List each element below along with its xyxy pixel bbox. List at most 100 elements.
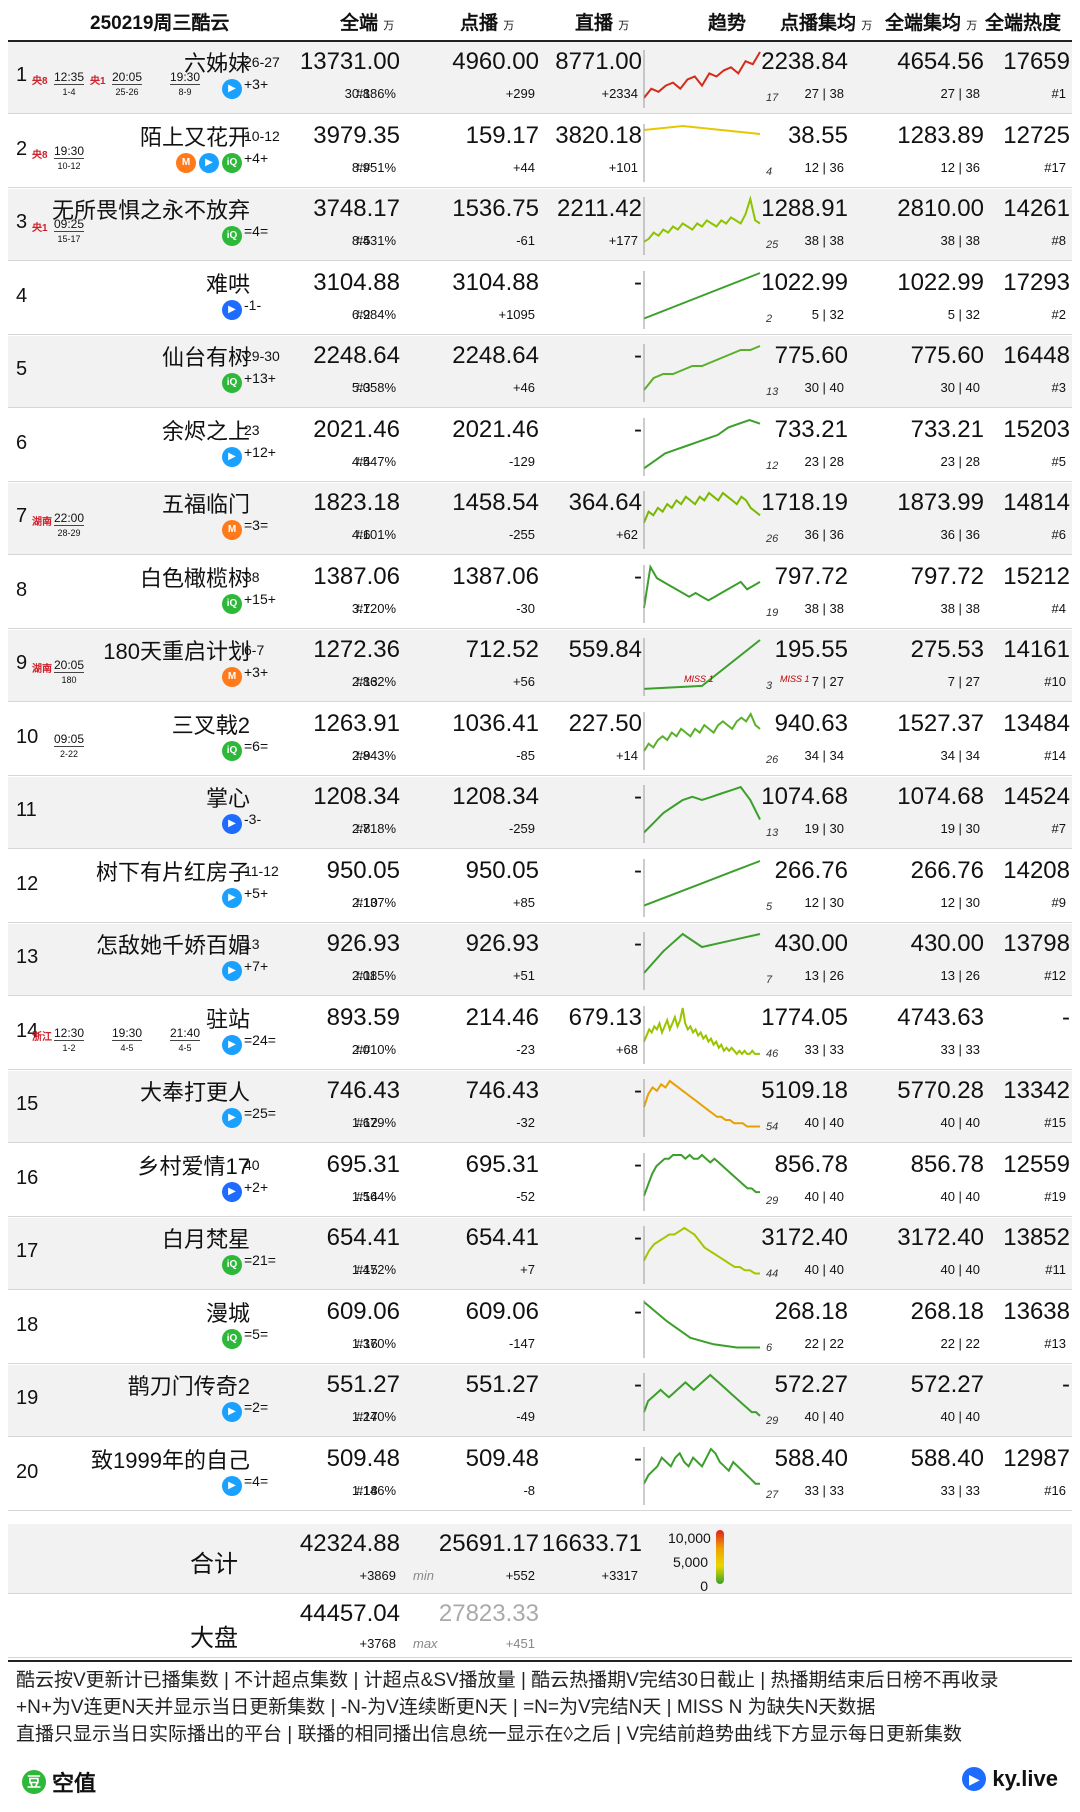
broadcast-episodes: 10-12 (54, 157, 85, 173)
color-scale-labels: 10,000 5,000 0 (668, 1526, 711, 1598)
legend-line-2: +N+为V连更N天并显示当日更新集数 | -N-为V连续断更N天 | =N=为V… (16, 1697, 876, 1718)
trend-line (643, 563, 761, 608)
trend-sparkline (642, 1443, 766, 1507)
live-views: - (634, 268, 642, 296)
market-label: 大盘 (190, 1625, 238, 1652)
rank: 2 (16, 137, 28, 160)
live-views: 3820.18 (555, 121, 642, 149)
trend-sparkline (642, 487, 766, 551)
table-row: 6 余烬之上 23 +12+ ▶ 2021.46 4.547% 2021.46 #4 -129 - 1… (8, 410, 1072, 482)
legend-line-3: 直播只显示当日实际播出的平台 | 联播的相同播出信息统一显示在◊之后 | V完结… (16, 1724, 963, 1745)
channel-logo: 央1 (90, 76, 106, 87)
platform-icons: ▶ (222, 960, 242, 982)
trend-days: 54 (766, 1121, 779, 1133)
table-row: 9 180天重启计划 6-7 +3+ M 20:05 180 湖南 1272.36 2.862% 7… (8, 630, 1072, 702)
iq-platform-icon: iQ (222, 740, 242, 761)
market-vod-max: max (413, 1636, 438, 1651)
rank: 18 (16, 1313, 39, 1336)
live-views: 227.50 (568, 709, 642, 737)
vod-avg-episodes: 33 | 33 (804, 1041, 844, 1057)
live-views: - (634, 415, 642, 443)
all-avg: 430.00 (910, 930, 984, 957)
rank: 9 (16, 652, 28, 674)
vod-avg: 797.72 (774, 562, 848, 590)
header-heat: 全端热度 (985, 13, 1062, 34)
total-share: 6.984% (351, 306, 396, 322)
total-views: 695.31 (326, 1150, 400, 1178)
vod-rank: #6 (356, 527, 371, 542)
all-avg-episodes: 19 | 30 (940, 821, 980, 836)
total-share: 2.843% (351, 747, 396, 763)
vod-avg: 1022.99 (761, 268, 848, 296)
platform-icons: iQ (222, 740, 242, 762)
rank: 13 (16, 946, 39, 968)
live-views: - (634, 783, 642, 810)
vod-avg-episodes: 40 | 40 (804, 1188, 844, 1204)
heat-rank: #16 (1044, 1482, 1066, 1498)
vod-avg: 195.55 (774, 636, 848, 663)
episode-range: 29-30 (244, 348, 280, 364)
trend-line (643, 859, 761, 907)
rank: 20 (16, 1460, 39, 1483)
heat-value: 13852 (1003, 1224, 1070, 1251)
heat-rank: #7 (1051, 821, 1066, 836)
total-views: 654.41 (326, 1224, 400, 1251)
vod-rank: #10 (356, 894, 378, 910)
broadcast-time: 20:05 (112, 70, 143, 84)
heat-value: 13484 (1003, 709, 1070, 737)
all-avg: 268.18 (910, 1297, 984, 1325)
platform-icons: ▶ (222, 887, 242, 909)
rank: 5 (16, 358, 28, 380)
legend: 酷云按V更新计已播集数 | 不计超点集数 | 计超点&SV播放量 | 酷云热播期… (16, 1667, 1066, 1748)
episode-range: 6-7 (244, 642, 265, 658)
vod-avg-episodes: 34 | 34 (804, 747, 844, 763)
update-status: +3+ (244, 664, 269, 680)
all-avg-episodes: 7 | 27 (947, 674, 980, 689)
vod-views: 950.05 (465, 856, 539, 884)
vod-views: 1458.54 (452, 489, 539, 516)
vod-rank: #3 (356, 380, 371, 395)
all-avg-episodes: 34 | 34 (940, 747, 980, 763)
total-views: 3104.88 (313, 268, 400, 296)
platform-icons: iQ (222, 225, 242, 247)
heat-rank: #17 (1044, 159, 1066, 175)
total-share: 2.718% (351, 821, 396, 836)
heat-value: 14208 (1003, 856, 1070, 884)
live-change: +68 (615, 1041, 638, 1057)
total-share: 8.431% (351, 233, 396, 248)
all-avg: 572.27 (910, 1371, 984, 1398)
vod-rank: #11 (356, 968, 377, 983)
broadcast-episodes: 8-9 (170, 84, 201, 99)
show-title: 怎敌她千娇百媚 (95, 933, 250, 958)
market-total: 44457.04 (299, 1600, 400, 1627)
trend-days: 3 (766, 680, 773, 692)
total-views: 3748.17 (313, 195, 400, 222)
broadcast-time: 20:05 (54, 658, 85, 672)
total-share: 2.862% (351, 674, 396, 689)
market-row: 大盘 44457.04 +3768 27823.33 max +451 (8, 1594, 1072, 1658)
vod-change: +44 (512, 159, 535, 175)
vod-views: 1536.75 (452, 195, 539, 222)
all-avg: 797.72 (910, 562, 984, 590)
total-share: 30.886% (344, 86, 396, 101)
iq-platform-icon: iQ (222, 152, 242, 173)
vod-rank: #8 (356, 821, 371, 836)
all-avg-episodes: 33 | 33 (940, 1041, 980, 1057)
scale-max: 10,000 (668, 1530, 711, 1546)
vod-avg-episodes: 12 | 36 (804, 159, 844, 175)
trend-line (643, 1153, 760, 1196)
broadcast-episodes: 1-4 (54, 84, 85, 99)
douban-icon: 豆 (22, 1770, 46, 1794)
vod-views: 214.46 (465, 1003, 539, 1031)
heat-rank: #1 (1051, 86, 1066, 101)
all-avg-episodes: 13 | 26 (940, 968, 980, 983)
trend-line (643, 711, 761, 752)
trend-days: 27 (766, 1488, 779, 1501)
channel-logo: 央1 (32, 223, 48, 234)
trend-line (643, 1373, 761, 1417)
vod-rank: #12 (356, 1115, 378, 1130)
show-title: 鹊刀门传奇2 (127, 1374, 250, 1399)
live-views: 2211.42 (557, 195, 642, 222)
broadcast-time: 12:30 (54, 1025, 85, 1040)
vod-avg-episodes: 40 | 40 (804, 1409, 844, 1424)
